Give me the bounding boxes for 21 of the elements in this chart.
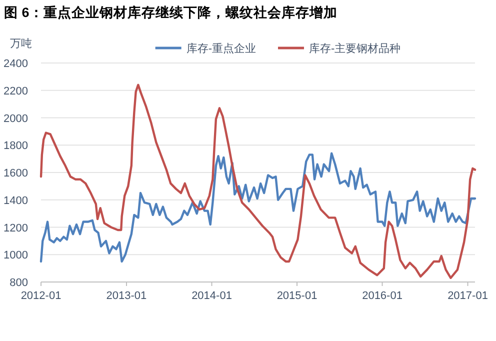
- x-tick-label: 2014-01: [192, 290, 232, 302]
- legend-label: 库存-主要钢材品种: [309, 42, 401, 55]
- x-tick-label: 2013-01: [106, 290, 147, 302]
- y-tick-label: 1000: [4, 250, 28, 262]
- line-series: [40, 152, 476, 263]
- line-series: [40, 84, 476, 279]
- y-tick-label: 1800: [4, 140, 28, 152]
- y-tick-label: 1600: [4, 168, 28, 180]
- y-tick-label: 1200: [4, 222, 28, 234]
- y-tick-label: 2400: [4, 58, 28, 70]
- y-tick-label: 800: [10, 277, 28, 289]
- legend-label: 库存-重点企业: [186, 42, 256, 55]
- y-tick-label: 2200: [4, 85, 28, 98]
- y-tick-label: 2000: [4, 112, 28, 125]
- x-tick-label: 2012-01: [20, 290, 62, 302]
- x-tick-label: 2017-01: [448, 290, 488, 302]
- x-tick-label: 2015-01: [276, 290, 318, 302]
- y-axis-title: 万吨: [10, 37, 32, 50]
- chart-title: 图 6：重点企业钢材库存继续下降，螺纹社会库存增加: [4, 4, 338, 20]
- x-tick-label: 2016-01: [362, 290, 402, 302]
- y-tick-label: 1400: [4, 194, 28, 207]
